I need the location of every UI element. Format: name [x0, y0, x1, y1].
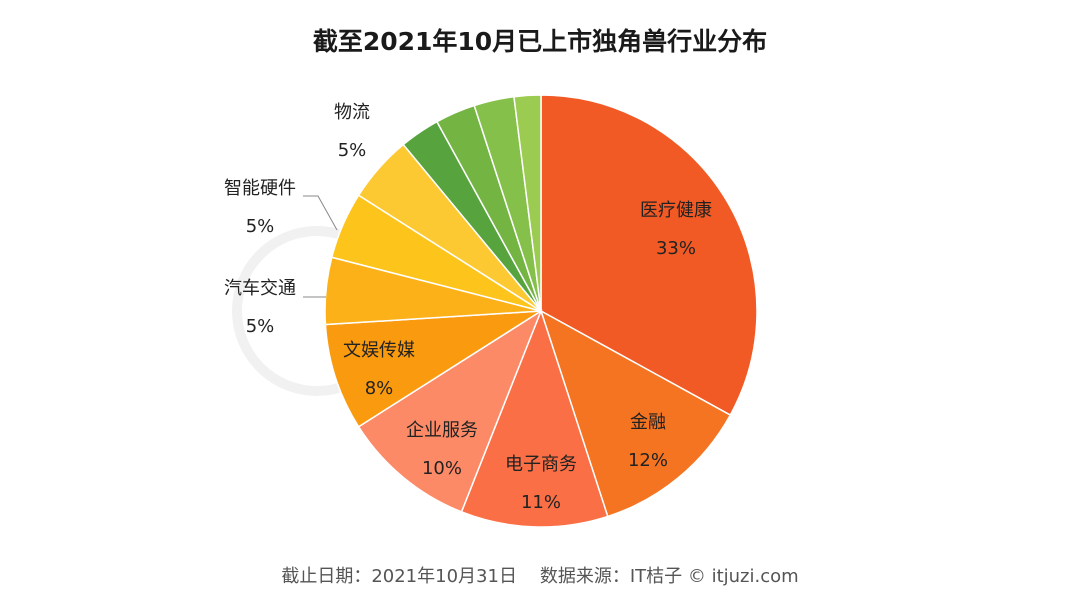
slice-label-name: 企业服务: [406, 420, 478, 441]
slice-label-percent: 11%: [521, 492, 561, 513]
slice-label-percent: 5%: [246, 216, 275, 237]
slice-label-name: 文娱传媒: [343, 340, 415, 361]
slice-label-percent: 12%: [628, 450, 668, 471]
slice-label-name: 物流: [334, 102, 370, 123]
slice-label-percent: 5%: [246, 316, 275, 337]
slice-label-name: 金融: [630, 412, 666, 433]
slice-label-name: 电子商务: [505, 454, 577, 475]
leader-line: [303, 195, 338, 231]
slice-labels: 医疗健康 33% 金融 12% 电子商务 11% 企业服务 10% 文娱传媒 8% 汽车交通 5% 智能…: [224, 102, 712, 513]
footer-source: 截止日期：2021年10月31日 数据来源：IT桔子 © itjuzi.com: [281, 566, 799, 587]
slice-label-name: 智能硬件: [224, 178, 296, 199]
pie-slice: [539, 309, 732, 518]
pie-slices: [324, 94, 758, 528]
slice-label-percent: 33%: [656, 238, 696, 259]
pie-slice: [324, 310, 542, 428]
slice-label-percent: 8%: [365, 378, 394, 399]
pie-slice: [460, 308, 609, 528]
pie-slice: [513, 94, 542, 312]
pie-slice: [357, 309, 543, 513]
slice-label-percent: 10%: [422, 458, 462, 479]
slice-label-name: 汽车交通: [224, 278, 296, 299]
slice-label-name: 医疗健康: [640, 200, 712, 221]
leader-lines: [303, 195, 338, 298]
slice-label-percent: 5%: [338, 140, 367, 161]
chart-title: 截至2021年10月已上市独角兽行业分布: [312, 27, 768, 56]
pie-slice: [540, 94, 758, 417]
